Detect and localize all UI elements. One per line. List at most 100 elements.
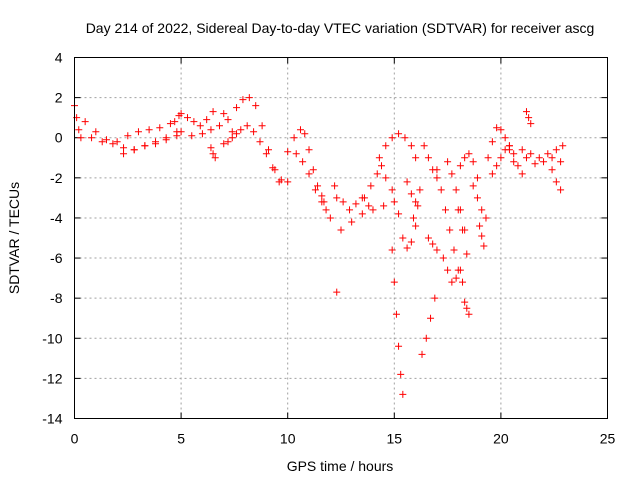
data-point (275, 178, 283, 186)
data-point (501, 134, 509, 142)
data-point (98, 138, 106, 146)
data-point (444, 266, 452, 274)
data-point (284, 178, 292, 186)
y-tick-label: 0 (55, 130, 63, 146)
data-point (497, 154, 505, 162)
data-point (420, 142, 428, 150)
series-arc-30 (469, 182, 490, 222)
data-point (333, 194, 341, 202)
data-point (540, 158, 548, 166)
series-arc-22 (420, 142, 441, 182)
data-point (382, 174, 390, 182)
data-point (473, 174, 481, 182)
data-point (141, 142, 149, 150)
data-point (224, 116, 232, 124)
series-arc-5 (171, 108, 217, 130)
data-point (459, 226, 467, 234)
data-point (382, 142, 390, 150)
data-point (367, 182, 375, 190)
data-point (552, 178, 560, 186)
data-point (424, 234, 432, 242)
data-point (318, 192, 326, 200)
data-point (501, 146, 509, 154)
data-point (407, 142, 415, 150)
data-point (454, 206, 462, 214)
data-point (422, 334, 430, 342)
data-point (177, 128, 185, 136)
data-point (497, 126, 505, 134)
data-point (380, 202, 388, 210)
data-point (152, 138, 160, 146)
data-point (433, 166, 441, 174)
data-point (378, 162, 386, 170)
data-point (414, 202, 422, 210)
data-point (284, 148, 292, 156)
data-point (522, 108, 530, 116)
series-arc-26 (444, 158, 469, 234)
data-point (348, 218, 356, 226)
data-point (102, 136, 110, 144)
data-point (531, 160, 539, 168)
data-point (92, 128, 100, 136)
series-arc-24 (433, 166, 467, 286)
data-point (480, 242, 488, 250)
data-point (433, 246, 441, 254)
data-point (228, 128, 236, 136)
data-point (493, 124, 501, 132)
series-arc-21 (418, 294, 439, 358)
data-point (207, 126, 215, 134)
data-point (81, 118, 89, 126)
data-point (452, 274, 460, 282)
data-point (296, 126, 304, 134)
data-point (522, 154, 530, 162)
data-point (134, 128, 142, 136)
data-point (478, 206, 486, 214)
data-point (482, 214, 490, 222)
data-point (360, 194, 368, 202)
data-point (390, 198, 398, 206)
data-point (88, 134, 96, 142)
x-tick-label: 0 (71, 431, 79, 447)
data-point (407, 190, 415, 198)
series-arc-2 (81, 112, 183, 146)
data-point (109, 140, 117, 148)
plot-frame (74, 57, 608, 419)
series-arc-14 (326, 198, 398, 234)
x-tick-label: 20 (493, 431, 509, 447)
data-point (459, 278, 467, 286)
data-point (220, 140, 228, 148)
data-point (452, 186, 460, 194)
data-point (245, 94, 253, 102)
data-point (215, 122, 223, 130)
y-tick-label: 4 (55, 50, 63, 66)
data-point (346, 206, 354, 214)
data-point (397, 370, 405, 378)
data-point (388, 186, 396, 194)
data-point (311, 186, 319, 194)
data-point (433, 174, 441, 182)
series-isolated (331, 182, 422, 296)
data-point (228, 134, 236, 142)
data-point (171, 118, 179, 126)
data-point (269, 164, 277, 172)
data-point (322, 206, 330, 214)
series-arc-32 (484, 124, 518, 166)
series-arc-37 (522, 154, 565, 168)
data-point (233, 104, 241, 112)
series-arc-19 (388, 246, 407, 398)
series-arc-7 (207, 144, 219, 162)
data-point (203, 116, 211, 124)
series-arc-15 (333, 194, 373, 214)
series-arc-20 (403, 178, 424, 206)
series-arc-27 (454, 206, 471, 258)
data-point (388, 134, 396, 142)
series-arc-28 (461, 298, 473, 318)
data-point (527, 120, 535, 128)
data-point (388, 246, 396, 254)
data-point (299, 158, 307, 166)
data-point (416, 186, 424, 194)
data-point (412, 198, 420, 206)
data-point (544, 150, 552, 158)
x-tick-label: 25 (600, 431, 616, 447)
